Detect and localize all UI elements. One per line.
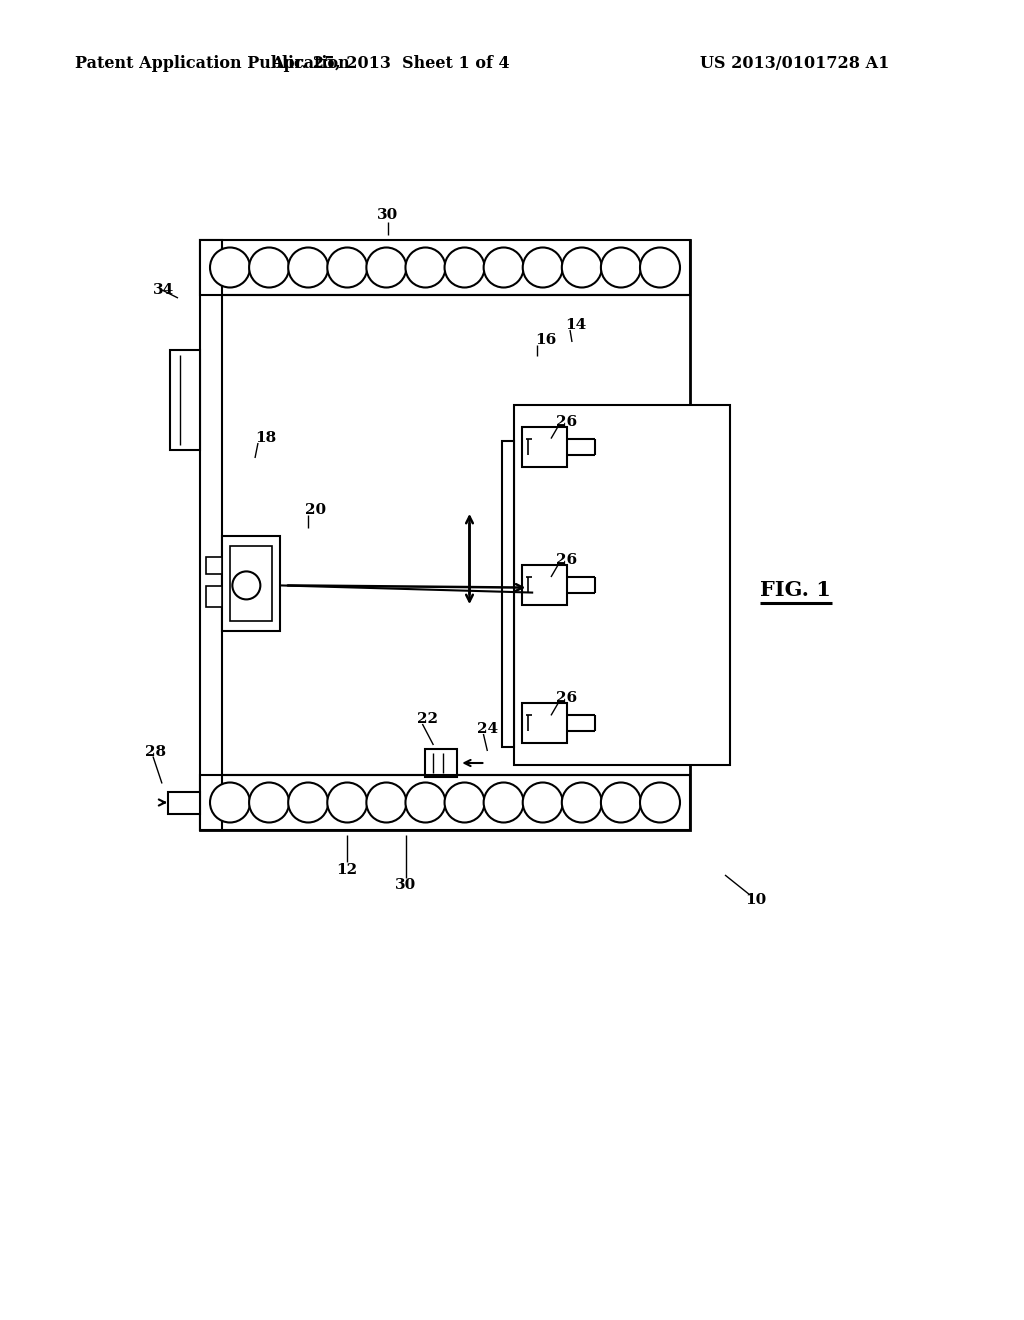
Bar (222, 536, 280, 631)
Text: 12: 12 (337, 863, 357, 876)
Bar (170, 350, 200, 450)
Text: 26: 26 (556, 414, 578, 429)
Bar (168, 792, 200, 813)
Circle shape (640, 783, 680, 822)
Circle shape (522, 248, 563, 288)
Text: 16: 16 (535, 333, 556, 347)
Text: 18: 18 (255, 432, 276, 445)
Text: 30: 30 (395, 878, 417, 892)
Text: 20: 20 (305, 503, 326, 517)
Bar (200, 240, 690, 830)
Bar (521, 704, 566, 743)
Circle shape (288, 783, 328, 822)
Circle shape (406, 248, 445, 288)
Circle shape (483, 248, 523, 288)
Circle shape (562, 783, 602, 822)
Bar (200, 240, 690, 294)
Text: 26: 26 (556, 553, 578, 568)
Circle shape (522, 783, 563, 822)
Circle shape (249, 248, 289, 288)
Bar (514, 405, 730, 766)
Bar (521, 426, 566, 466)
Text: 30: 30 (378, 209, 398, 222)
Bar (206, 586, 222, 607)
Bar (206, 557, 222, 574)
Bar (502, 441, 514, 747)
Bar (230, 546, 272, 620)
Circle shape (249, 783, 289, 822)
Circle shape (288, 248, 328, 288)
Circle shape (444, 783, 484, 822)
Circle shape (444, 248, 484, 288)
Bar (200, 240, 222, 830)
Circle shape (367, 783, 407, 822)
Text: Patent Application Publication: Patent Application Publication (75, 55, 350, 73)
Text: 34: 34 (153, 282, 174, 297)
Circle shape (210, 248, 250, 288)
Circle shape (328, 783, 368, 822)
Bar (425, 748, 458, 777)
Circle shape (562, 248, 602, 288)
Text: 14: 14 (565, 318, 587, 333)
Text: US 2013/0101728 A1: US 2013/0101728 A1 (700, 55, 890, 73)
Circle shape (232, 572, 260, 599)
Circle shape (601, 248, 641, 288)
Text: 10: 10 (745, 894, 766, 907)
Bar (200, 775, 690, 830)
Circle shape (483, 783, 523, 822)
Circle shape (406, 783, 445, 822)
Circle shape (367, 248, 407, 288)
Text: 28: 28 (145, 744, 166, 759)
Circle shape (601, 783, 641, 822)
Bar (521, 565, 566, 605)
Text: 22: 22 (418, 711, 438, 726)
Text: 26: 26 (556, 692, 578, 705)
Text: FIG. 1: FIG. 1 (760, 579, 830, 601)
Circle shape (210, 783, 250, 822)
Circle shape (640, 248, 680, 288)
Text: 24: 24 (477, 722, 499, 737)
Text: Apr. 25, 2013  Sheet 1 of 4: Apr. 25, 2013 Sheet 1 of 4 (270, 55, 509, 73)
Circle shape (328, 248, 368, 288)
